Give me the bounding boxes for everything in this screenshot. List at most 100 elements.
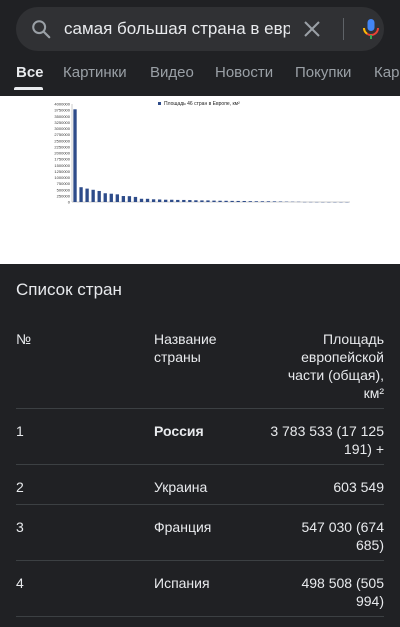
country-name: Украина (154, 479, 208, 495)
tab-images[interactable]: Картинки (63, 64, 127, 81)
area-line: 603 549 (333, 479, 384, 495)
chart-bar (236, 200, 240, 202)
chart-bar (127, 196, 132, 202)
list-title: Список стран (16, 280, 122, 299)
y-tick-label: 2500000 (54, 138, 70, 143)
row-divider (16, 504, 384, 505)
row-number: 2 (16, 479, 24, 495)
chart-bar (272, 201, 277, 202)
y-tick-label: 1000000 (54, 175, 70, 180)
chart-bar (91, 189, 95, 202)
chart-bar (242, 200, 246, 202)
chart-bar (212, 200, 216, 202)
bar-chart: 4000000375000035000003250000300000027500… (54, 101, 350, 205)
chart-bar (115, 194, 119, 202)
y-tick-label: 250000 (57, 193, 71, 198)
chart-bar (164, 199, 168, 202)
header-name: Название страны (154, 330, 217, 366)
chart-bar (254, 201, 258, 202)
tab-news[interactable]: Новости (215, 64, 274, 81)
close-icon[interactable] (302, 19, 322, 39)
legend-label: Площадь 46 стран в Европе, км² (164, 101, 240, 107)
chart-bar (176, 199, 180, 202)
country-name: Россия (154, 423, 204, 439)
row-number: 4 (16, 575, 24, 591)
y-tick-label: 750000 (57, 181, 71, 186)
chart-bar (151, 199, 156, 202)
chart-bar (103, 193, 107, 202)
y-tick-label: 1250000 (54, 169, 70, 174)
chart-bar (121, 196, 126, 202)
y-tick-label: 3250000 (54, 120, 70, 125)
chart-bar (200, 200, 204, 202)
search-divider (343, 18, 344, 40)
area-line: 994) (355, 593, 384, 609)
area-line: 685) (355, 537, 384, 553)
header-area: Площадь европейской части (общая), км² (254, 330, 384, 402)
header-name-line: страны (154, 349, 201, 365)
y-tick-label: 3000000 (54, 126, 70, 131)
country-name: Испания (154, 575, 210, 591)
y-tick-label: 1500000 (54, 163, 70, 168)
country-name: Франция (154, 519, 212, 535)
chart-bar (194, 200, 198, 202)
country-area: 547 030 (674 685) (244, 518, 384, 554)
y-tick-label: 500000 (57, 187, 71, 192)
y-tick-label: 0 (68, 200, 71, 205)
chart-bar (206, 200, 210, 202)
area-line: 547 030 (674 (301, 519, 384, 535)
chart-bar (266, 201, 271, 202)
search-bar[interactable]: самая большая страна в европе (16, 7, 384, 51)
chart-bar (79, 187, 83, 202)
y-tick-label: 2250000 (54, 144, 70, 149)
chart-bar (109, 193, 113, 202)
chart-bar (145, 198, 150, 202)
tab-shopping[interactable]: Покупки (295, 64, 352, 81)
y-tick-label: 2000000 (54, 151, 70, 156)
country-area: 603 549 (244, 478, 384, 496)
chart-bar (182, 199, 186, 202)
chart-bar (218, 200, 222, 202)
chart-bar (170, 199, 174, 202)
row-number: 3 (16, 519, 24, 535)
country-area: 3 783 533 (17 125 191) + (244, 422, 384, 458)
chart-bar (157, 199, 162, 202)
chart-bar (260, 201, 265, 202)
tab-videos[interactable]: Видео (150, 64, 194, 81)
chart-bar (97, 190, 101, 202)
search-input[interactable]: самая большая страна в европе (64, 19, 290, 38)
header-number: № (16, 331, 32, 347)
header-area-line: Площадь (323, 331, 384, 347)
header-name-line: Название (154, 331, 217, 347)
microphone-icon[interactable] (359, 17, 383, 41)
chart-bar (188, 200, 192, 202)
country-area: 498 508 (505 994) (244, 574, 384, 610)
y-tick-label: 3750000 (54, 108, 70, 113)
row-divider (16, 408, 384, 409)
chart-bar (133, 196, 138, 202)
tab-maps[interactable]: Кар (374, 64, 400, 81)
chart-bar (73, 109, 77, 202)
row-divider (16, 464, 384, 465)
y-tick-label: 2750000 (54, 132, 70, 137)
row-divider (16, 616, 384, 617)
header-area-line: км² (363, 385, 384, 401)
chart-bar (224, 200, 228, 202)
y-tick-label: 4000000 (54, 102, 70, 107)
chart-image[interactable]: 4000000 3750000 3500000 3250000 3000000 27500… (0, 96, 400, 264)
active-tab-indicator (14, 87, 43, 90)
tab-all[interactable]: Все (16, 64, 44, 81)
area-line: 498 508 (505 (301, 575, 384, 591)
search-icon[interactable] (30, 18, 52, 40)
chart-bar (85, 188, 89, 202)
header-area-line: части (общая), (287, 367, 384, 383)
area-line: 3 783 533 (17 125 (270, 423, 384, 439)
chart-bar (248, 201, 252, 202)
y-tick-label: 3500000 (54, 114, 70, 119)
chart-bar (230, 200, 234, 202)
row-number: 1 (16, 423, 24, 439)
search-tabs: Все Картинки Видео Новости Покупки Кар (0, 56, 400, 92)
y-tick-label: 1750000 (54, 157, 70, 162)
legend-swatch (158, 102, 161, 105)
header-area-line: европейской (301, 349, 384, 365)
